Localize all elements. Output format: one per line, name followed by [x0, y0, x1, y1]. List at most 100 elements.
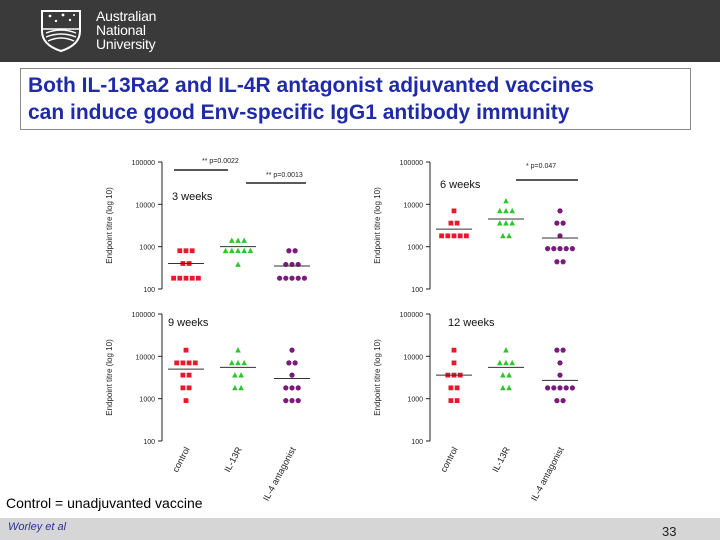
data-point-circle	[286, 248, 292, 254]
data-point-square	[177, 275, 183, 281]
data-point-circle	[560, 220, 566, 226]
y-axis-label: Endpoint titre (log 10)	[105, 339, 114, 416]
data-point-circle	[545, 385, 551, 391]
y-tick-label: 100000	[132, 312, 155, 319]
data-point-triangle	[238, 372, 244, 378]
data-point-square	[439, 233, 444, 239]
data-point-triangle	[222, 247, 229, 254]
university-name-line: University	[96, 36, 156, 52]
data-point-circle	[292, 360, 298, 366]
data-point-circle	[569, 246, 575, 252]
chart-9-weeks: 100 1000 10000 100000 Endpoint titre (log 10…	[105, 312, 310, 503]
y-tick-label: 100000	[132, 160, 155, 167]
significance-label: ** p=0.0022	[202, 158, 239, 165]
data-point-circle	[569, 385, 575, 391]
data-point-square	[180, 385, 186, 391]
x-category-label: IL-13R	[490, 445, 512, 474]
data-point-circle	[554, 347, 560, 353]
data-point-triangle	[503, 207, 509, 214]
data-point-triangle	[232, 372, 238, 378]
anu-crest-icon	[41, 10, 81, 53]
data-point-triangle	[503, 197, 509, 204]
data-point-square	[451, 347, 457, 353]
data-point-circle	[277, 275, 283, 281]
data-point-circle	[557, 246, 563, 252]
data-point-triangle	[503, 220, 509, 226]
data-point-square	[183, 347, 189, 353]
panel-label: 9 weeks	[168, 317, 209, 329]
data-point-circle	[557, 233, 563, 239]
data-point-square	[192, 360, 198, 366]
slide-header	[0, 0, 720, 62]
data-point-circle	[301, 275, 307, 281]
y-tick-label: 1000	[139, 245, 155, 252]
data-point-circle	[557, 385, 563, 391]
data-point-triangle	[235, 261, 241, 267]
y-tick-label: 10000	[136, 354, 156, 361]
data-point-circle	[289, 275, 295, 281]
data-point-square	[177, 248, 183, 254]
data-point-triangle	[229, 359, 235, 366]
significance-label: ** p=0.0013	[266, 172, 303, 179]
data-point-triangle	[235, 359, 241, 366]
y-tick-label: 100	[143, 287, 155, 294]
data-point-triangle	[503, 347, 509, 353]
x-category-label: IL-13R	[222, 445, 244, 474]
author-credit: Worley et al	[8, 521, 67, 533]
y-tick-label: 1000	[407, 245, 423, 252]
significance-label: * p=0.047	[526, 163, 556, 170]
data-point-square	[445, 233, 451, 239]
footnote: Control = unadjuvanted vaccine	[6, 495, 203, 511]
data-point-triangle	[229, 247, 235, 254]
panel-label: 12 weeks	[448, 317, 495, 329]
data-point-square	[183, 275, 189, 281]
data-point-square	[183, 398, 189, 404]
data-point-circle	[563, 385, 569, 391]
data-point-circle	[557, 360, 563, 366]
data-point-circle	[295, 398, 301, 404]
data-point-circle	[283, 275, 289, 281]
data-point-triangle	[238, 384, 244, 391]
university-name: Australian National University	[96, 9, 156, 51]
data-point-circle	[551, 246, 557, 252]
data-point-square	[186, 385, 192, 391]
y-tick-label: 10000	[404, 354, 424, 361]
data-point-circle	[289, 398, 295, 404]
slide-title-line: can induce good Env-specific IgG1 antibo…	[28, 101, 570, 124]
data-point-square	[454, 220, 460, 226]
data-point-circle	[554, 398, 560, 404]
data-point-circle	[292, 248, 298, 254]
data-point-circle	[560, 347, 566, 353]
data-point-square	[180, 360, 186, 366]
data-point-square	[183, 248, 189, 254]
y-tick-label: 100	[411, 287, 423, 294]
data-point-circle	[554, 220, 560, 226]
data-point-square	[196, 275, 201, 281]
data-point-triangle	[500, 232, 506, 239]
data-point-triangle	[235, 347, 241, 353]
x-category-label: IL-4 antagonist	[261, 445, 298, 503]
data-point-square	[448, 385, 454, 391]
data-point-triangle	[500, 384, 506, 391]
data-point-triangle	[497, 359, 503, 366]
data-point-square	[451, 233, 457, 239]
data-point-square	[189, 275, 195, 281]
x-category-label: IL-4 antagonist	[529, 445, 566, 503]
data-point-square	[451, 208, 457, 214]
data-point-triangle	[247, 247, 254, 254]
data-point-circle	[289, 372, 295, 378]
data-point-triangle	[241, 247, 247, 254]
y-axis-label: Endpoint titre (log 10)	[105, 187, 114, 264]
slide-title: Both IL-13Ra2 and IL-4R antagonist adjuv…	[28, 72, 688, 126]
data-point-square	[171, 275, 176, 281]
y-tick-label: 10000	[136, 202, 156, 209]
chart-6-weeks: 100 1000 10000 100000 Endpoint titre (log 10…	[373, 160, 578, 294]
y-axis-label: Endpoint titre (log 10)	[373, 187, 382, 264]
data-point-circle	[283, 398, 289, 404]
data-point-square	[189, 248, 195, 254]
data-point-triangle	[506, 232, 512, 239]
data-point-square	[454, 398, 460, 404]
data-point-square	[451, 360, 457, 366]
data-point-circle	[563, 246, 569, 252]
y-tick-label: 1000	[139, 397, 155, 404]
